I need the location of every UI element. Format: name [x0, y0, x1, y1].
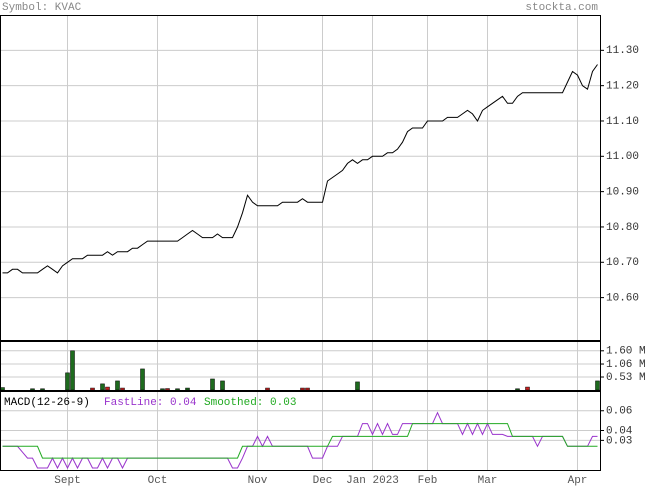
legend-entry: Smoothed: 0.03: [204, 397, 296, 409]
x-tick-label: Feb: [418, 475, 438, 486]
volume-bar: [595, 380, 600, 391]
volume-bar: [175, 388, 180, 391]
x-tick-label: Apr: [568, 475, 588, 486]
volume-bar: [185, 387, 190, 391]
volume-bar: [525, 386, 530, 391]
y-tick-label: 0.03: [606, 435, 632, 447]
volume-bar: [305, 387, 310, 391]
panel-frame: [0, 341, 601, 391]
y-tick-label: 1.06 M: [606, 359, 646, 371]
legend-entry: FastLine: 0.04: [104, 397, 197, 409]
volume-bar: [140, 368, 145, 391]
symbol: Symbol: KVAC: [2, 2, 82, 14]
series-line: [2, 423, 598, 459]
y-tick-label: 10.70: [606, 257, 639, 269]
panel-title: MACD(12-26-9): [4, 397, 90, 409]
y-tick-label: 0.06: [606, 406, 632, 418]
volume-bar: [70, 350, 75, 391]
y-tick-label: 0.04: [606, 425, 633, 437]
panel-frame: [0, 391, 601, 471]
x-tick-label: Mar: [478, 475, 498, 486]
volume-bar: [30, 388, 35, 391]
y-tick-label: 1.60 M: [606, 346, 646, 358]
x-tick-label: Dec: [313, 475, 333, 486]
volume-bar: [265, 387, 270, 391]
panel-frame: [0, 15, 601, 341]
y-tick-label: 10.80: [606, 222, 639, 234]
y-tick-label: 11.20: [606, 81, 639, 93]
y-tick-label: 0.53 M: [606, 372, 646, 384]
x-tick-label: Oct: [148, 475, 168, 486]
volume-bar: [210, 378, 215, 391]
volume-bar: [40, 388, 45, 391]
volume-bar: [515, 388, 520, 391]
x-tick-label: Nov: [248, 475, 268, 486]
y-tick-label: 11.10: [606, 116, 639, 128]
volume-bar: [165, 388, 170, 391]
x-tick-label: Sept: [54, 475, 80, 486]
site: stockta.com: [525, 2, 598, 14]
volume-bar: [120, 387, 125, 391]
series-line: [2, 64, 598, 274]
volume-bar: [355, 381, 360, 391]
volume-bar: [220, 380, 225, 391]
volume-bar: [90, 387, 95, 391]
volume-bar: [105, 386, 110, 391]
x-tick-label: Jan 2023: [346, 475, 399, 486]
volume-bar: [115, 380, 120, 391]
volume-bar: [300, 387, 305, 391]
y-tick-label: 10.90: [606, 187, 639, 199]
y-tick-label: 11.30: [606, 45, 639, 57]
volume-bar: [65, 372, 70, 391]
volume-bar: [100, 383, 105, 391]
y-tick-label: 11.00: [606, 151, 639, 163]
volume-bar: [0, 387, 5, 391]
y-tick-label: 10.60: [606, 293, 639, 305]
volume-bar: [160, 388, 165, 391]
